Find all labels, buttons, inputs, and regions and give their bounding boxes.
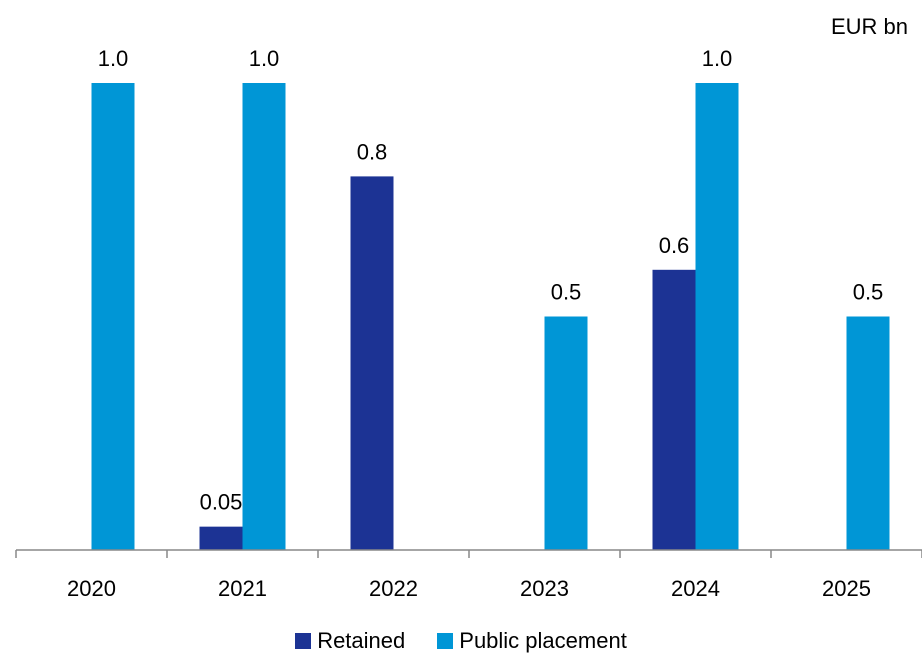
bar-retained-2024 [652,269,696,550]
bar-public-placement-2024 [695,83,739,550]
data-label-public-placement-2023: 0.5 [551,280,582,305]
legend-label-public-placement: Public placement [459,628,627,653]
legend-swatch-retained [295,633,312,649]
x-tick-label-2021: 2021 [218,576,267,600]
data-label-retained-2021: 0.05 [200,490,243,515]
bar-retained-2022 [350,176,394,550]
bar-public-placement-2021 [242,83,286,550]
x-tick-label-2023: 2023 [520,576,569,600]
bar-retained-2021 [199,526,243,550]
legend-label-retained: Retained [317,628,406,653]
data-label-public-placement-2025: 0.5 [853,280,884,305]
data-label-public-placement-2024: 1.0 [702,46,733,71]
unit-label: EUR bn [830,14,908,39]
legend: Retained Public placement [0,628,922,654]
legend-item-retained: Retained [295,628,405,654]
bar-public-placement-2025 [846,316,890,550]
legend-swatch-public-placement [437,633,454,649]
x-tick-label-2024: 2024 [671,576,720,600]
x-tick-label-2025: 2025 [822,576,871,600]
x-tick-label-2022: 2022 [369,576,418,600]
legend-item-public-placement: Public placement [437,628,627,654]
data-label-retained-2022: 0.8 [357,139,388,164]
bar-public-placement-2020 [91,83,135,550]
data-label-retained-2024: 0.6 [659,233,690,258]
x-tick-label-2020: 2020 [67,576,116,600]
data-label-public-placement-2020: 1.0 [98,46,129,71]
bar-chart: 1.0 2020 0.05 1.0 2021 0.8 2022 0.5 2023 0.6 1.0 20… [15,46,922,600]
data-label-public-placement-2021: 1.0 [249,46,280,71]
bar-public-placement-2023 [544,316,588,550]
